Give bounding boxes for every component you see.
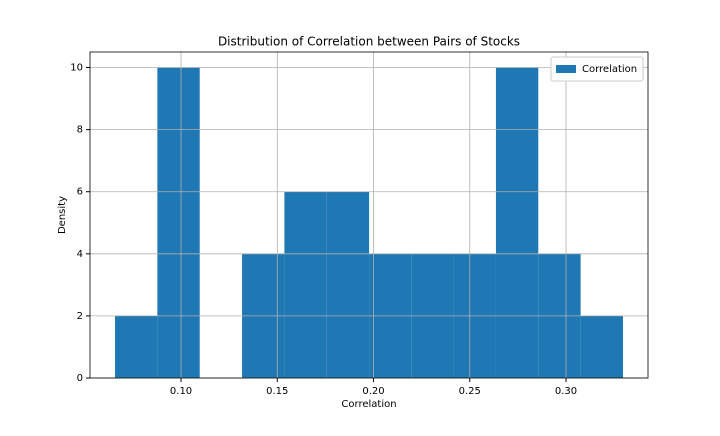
x-tick-label: 0.30 <box>555 386 577 397</box>
bar <box>115 315 158 378</box>
legend-swatch <box>556 65 576 73</box>
y-tick-label: 4 <box>77 249 83 260</box>
y-tick-label: 8 <box>77 125 83 136</box>
y-tick-label: 6 <box>77 187 83 198</box>
chart-title: Distribution of Correlation between Pair… <box>218 35 520 49</box>
x-tick-label: 0.10 <box>170 386 192 397</box>
plot-frame <box>89 51 649 379</box>
x-axis-label: Correlation <box>341 399 396 410</box>
x-tick-label: 0.20 <box>362 386 384 397</box>
x-tick-label: 0.25 <box>459 386 481 397</box>
y-axis-label: Density <box>57 196 68 234</box>
bar <box>326 191 370 378</box>
y-tick-label: 2 <box>77 311 83 322</box>
x-tick-label: 0.15 <box>266 386 288 397</box>
bar <box>157 67 200 379</box>
y-tick-label: 0 <box>77 373 83 384</box>
legend-label: Correlation <box>582 64 637 75</box>
legend-box <box>550 56 644 82</box>
y-tick-label: 10 <box>70 63 83 74</box>
bar <box>284 191 327 378</box>
bar <box>495 67 539 379</box>
bar <box>580 315 623 378</box>
